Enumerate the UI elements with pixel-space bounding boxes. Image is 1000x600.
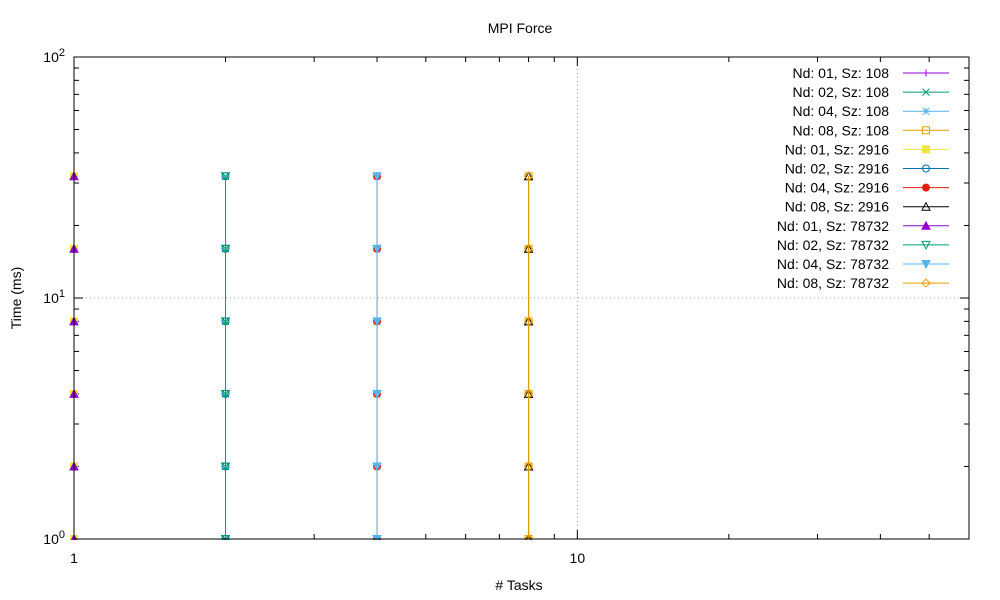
- data-point: [523, 389, 534, 399]
- y-tick-label: 101: [43, 288, 65, 306]
- legend-item: Nd: 08, Sz: 108: [792, 122, 949, 138]
- legend-item: Nd: 04, Sz: 78732: [777, 256, 949, 272]
- legend-marker: [921, 220, 931, 230]
- legend-item: Nd: 04, Sz: 108: [792, 103, 949, 119]
- legend-marker: [921, 260, 931, 270]
- legend-marker: [922, 69, 930, 77]
- tick-labels: 1 10 100 101 102: [43, 47, 585, 566]
- data-point: [220, 172, 231, 182]
- legend-label: Nd: 01, Sz: 78732: [777, 218, 889, 234]
- legend-item: Nd: 01, Sz: 2916: [785, 141, 949, 157]
- legend-label: Nd: 08, Sz: 2916: [785, 199, 890, 215]
- legend-item: Nd: 02, Sz: 108: [792, 84, 949, 100]
- data-point: [523, 171, 534, 181]
- legend-marker: [921, 201, 931, 211]
- legend-label: Nd: 02, Sz: 78732: [777, 237, 889, 253]
- legend-marker: [922, 183, 930, 192]
- legend-item: Nd: 08, Sz: 78732: [777, 275, 949, 291]
- legend-marker: [921, 240, 931, 250]
- tick-marks: [73, 56, 970, 540]
- data-point: [372, 172, 382, 182]
- data-point: [220, 317, 231, 327]
- series-11: [372, 172, 382, 540]
- data-point: [523, 534, 534, 540]
- series-12: [523, 171, 534, 540]
- y-axis-label: Time (ms): [8, 267, 24, 329]
- x-tick-label: 1: [70, 550, 78, 566]
- legend-label: Nd: 04, Sz: 2916: [785, 180, 890, 196]
- data-point: [220, 462, 231, 472]
- chart-title: MPI Force: [488, 20, 553, 36]
- data-point: [372, 317, 382, 327]
- legend-item: Nd: 04, Sz: 2916: [785, 180, 949, 196]
- legend-label: Nd: 02, Sz: 108: [792, 84, 889, 100]
- legend-item: Nd: 02, Sz: 78732: [777, 237, 949, 253]
- legend: Nd: 01, Sz: 108 Nd: 02, Sz: 108 Nd: 04, Sz…: [777, 65, 949, 291]
- data-point: [372, 244, 382, 254]
- series-10: [220, 172, 231, 540]
- y-tick-label: 100: [43, 529, 65, 547]
- legend-label: Nd: 04, Sz: 108: [792, 103, 889, 119]
- grid-lines: [74, 57, 969, 539]
- plot-area: 1 10 100 101 102: [43, 47, 970, 566]
- legend-marker: [922, 88, 930, 96]
- data-point: [523, 461, 534, 472]
- data-point: [372, 462, 382, 472]
- legend-marker: [922, 107, 930, 116]
- legend-item: Nd: 01, Sz: 108: [792, 65, 949, 81]
- y-tick-label: 102: [43, 47, 65, 65]
- data-point: [523, 316, 534, 327]
- data-point: [523, 244, 534, 254]
- legend-marker: [922, 126, 930, 135]
- x-axis-label: # Tasks: [495, 577, 542, 593]
- legend-label: Nd: 04, Sz: 78732: [777, 256, 889, 272]
- legend-label: Nd: 02, Sz: 2916: [785, 161, 890, 177]
- legend-label: Nd: 01, Sz: 108: [792, 65, 889, 81]
- legend-marker: [922, 145, 930, 154]
- legend-item: Nd: 02, Sz: 2916: [785, 161, 949, 177]
- legend-label: Nd: 08, Sz: 78732: [777, 275, 889, 291]
- x-tick-label: 10: [570, 550, 586, 566]
- series-layer: [69, 171, 534, 540]
- data-point: [372, 389, 382, 399]
- plot-border: [73, 56, 970, 540]
- legend-item: Nd: 08, Sz: 2916: [785, 199, 949, 215]
- data-point: [220, 389, 231, 399]
- data-point: [220, 244, 231, 254]
- legend-marker: [922, 164, 930, 173]
- legend-label: Nd: 01, Sz: 2916: [785, 141, 890, 157]
- legend-label: Nd: 08, Sz: 108: [792, 122, 889, 138]
- legend-item: Nd: 01, Sz: 78732: [777, 218, 949, 234]
- legend-marker: [921, 278, 931, 288]
